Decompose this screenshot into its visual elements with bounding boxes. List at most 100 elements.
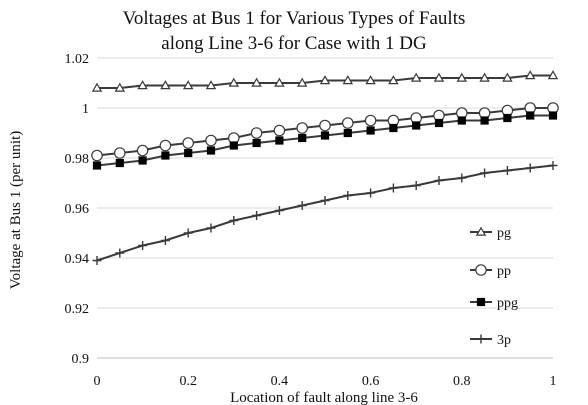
- legend-label-3p: 3p: [497, 333, 511, 348]
- data-point-3p: [252, 211, 262, 220]
- data-point-pg: [433, 72, 445, 82]
- data-point-ppg: [252, 138, 261, 148]
- data-point-3p: [434, 176, 444, 185]
- data-point-3p: [388, 183, 398, 193]
- data-point-3p: [320, 196, 330, 205]
- x-tick-label: 0.4: [271, 374, 289, 389]
- data-point-ppg: [366, 126, 375, 135]
- data-point-3p: [274, 206, 284, 215]
- data-point-pg: [251, 77, 262, 87]
- data-point-ppg: [184, 148, 193, 158]
- data-point-pp: [205, 134, 217, 147]
- data-point-3p: [229, 216, 239, 225]
- x-tick-label: 0.8: [453, 374, 471, 389]
- data-point-3p: [92, 256, 102, 265]
- data-point-3p: [548, 161, 558, 170]
- data-point-3p: [138, 241, 148, 250]
- data-point-pg: [205, 80, 217, 90]
- data-point-ppg: [298, 133, 307, 143]
- legend-label-pp: pp: [497, 264, 511, 279]
- data-point-3p: [366, 188, 376, 198]
- data-point-3p: [115, 248, 125, 258]
- plot-area: 0.9 0.92 0.94 0.96 0.98 1 1.02 0 0.2 0.4 0.6 0.8 1 pg…: [65, 52, 559, 389]
- data-point-pg: [274, 77, 285, 87]
- data-point-pg: [547, 70, 559, 80]
- data-point-pp: [250, 127, 263, 139]
- y-tick-label: 1: [82, 102, 89, 117]
- x-tick-label: 0.2: [179, 374, 197, 389]
- data-point-pg: [388, 75, 399, 85]
- data-point-pg: [296, 77, 308, 87]
- data-point-pp: [319, 119, 331, 132]
- data-point-ppg: [480, 116, 489, 125]
- data-point-pg: [182, 80, 194, 90]
- data-point-3p: [183, 228, 193, 238]
- data-point-pg: [502, 72, 513, 82]
- data-point-pg: [365, 75, 376, 85]
- x-tick-label: 0: [94, 374, 101, 389]
- legend-label-ppg: ppg: [497, 296, 518, 311]
- x-tick-label: 0.6: [362, 374, 380, 389]
- data-point-pg: [137, 80, 148, 90]
- data-point-ppg: [115, 158, 124, 168]
- data-point-pp: [114, 147, 126, 159]
- data-point-ppg: [503, 113, 512, 123]
- data-point-ppg: [526, 111, 535, 120]
- data-point-ppg: [161, 151, 170, 160]
- data-point-pg: [524, 70, 536, 80]
- data-point-3p: [411, 181, 421, 190]
- data-point-3p: [502, 166, 512, 175]
- y-tick-label: 0.98: [65, 152, 90, 167]
- data-point-pp: [136, 144, 149, 157]
- y-tick-label: 0.94: [65, 252, 90, 267]
- data-point-pg: [160, 80, 171, 90]
- data-point-ppg: [434, 118, 444, 128]
- x-tick-label: 1: [550, 374, 557, 389]
- data-point-ppg: [389, 123, 398, 133]
- data-point-pg: [319, 75, 331, 85]
- data-point-ppg: [457, 116, 466, 125]
- y-tick-label: 0.9: [72, 352, 90, 367]
- data-point-3p: [480, 168, 490, 178]
- data-point-pg: [410, 72, 422, 82]
- data-point-3p: [160, 236, 170, 245]
- data-point-pg: [342, 75, 354, 85]
- data-point-pg: [91, 82, 103, 92]
- data-point-pp: [296, 122, 308, 134]
- x-axis-title: Location of fault along line 3-6: [230, 390, 418, 405]
- data-point-ppg: [229, 141, 238, 150]
- data-point-pg: [228, 77, 240, 87]
- data-point-ppg: [412, 121, 421, 130]
- data-point-pg: [114, 82, 126, 92]
- data-point-pp: [182, 137, 194, 149]
- data-point-3p: [343, 191, 353, 200]
- data-point-pg: [456, 72, 468, 82]
- y-tick-label: 1.02: [65, 52, 90, 67]
- data-point-ppg: [275, 136, 284, 145]
- y-axis-title: Voltage at Bus 1 (per unit): [8, 131, 24, 289]
- legend-marker-pp: [475, 264, 487, 276]
- data-point-ppg: [206, 146, 216, 155]
- data-point-3p: [457, 173, 467, 183]
- data-point-ppg: [343, 128, 352, 138]
- data-point-ppg: [548, 111, 558, 120]
- data-point-3p: [525, 163, 535, 173]
- data-point-pp: [91, 149, 103, 162]
- y-tick-label: 0.96: [65, 202, 90, 217]
- legend-marker-pg: [475, 226, 487, 236]
- legend-label-pg: pg: [497, 226, 511, 241]
- data-point-pp: [364, 114, 377, 127]
- legend-marker-3p: [476, 334, 486, 344]
- data-point-3p: [206, 223, 216, 233]
- data-point-pg: [479, 72, 490, 82]
- data-point-pp: [341, 117, 354, 129]
- data-point-pp: [273, 124, 286, 137]
- y-tick-label: 0.92: [65, 302, 90, 317]
- data-point-ppg: [92, 161, 102, 170]
- legend-marker-ppg: [476, 297, 486, 307]
- series-line-3p: [96, 164, 554, 262]
- chart-title-line-1: Voltages at Bus 1 for Various Types of F…: [123, 8, 466, 29]
- data-point-pp: [159, 139, 172, 152]
- data-point-3p: [297, 201, 307, 210]
